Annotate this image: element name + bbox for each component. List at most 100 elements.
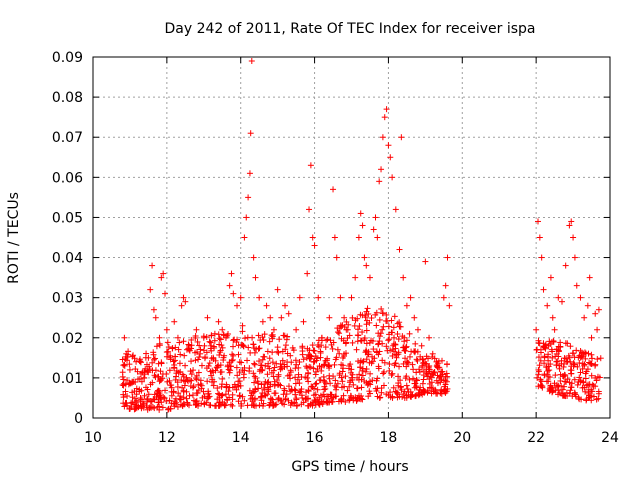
data-point — [414, 326, 421, 333]
data-point — [180, 394, 187, 401]
data-point — [194, 338, 201, 345]
data-point — [151, 356, 158, 363]
y-axis-title: ROTI / TECUs — [6, 192, 22, 284]
data-point — [131, 401, 138, 408]
data-point — [437, 379, 444, 386]
data-point — [186, 402, 193, 409]
data-point — [374, 393, 381, 400]
data-point — [357, 210, 364, 217]
data-point — [374, 234, 381, 241]
data-point — [201, 355, 208, 362]
data-point — [339, 368, 346, 375]
data-point — [389, 352, 396, 359]
data-point — [305, 387, 312, 394]
data-point — [187, 383, 194, 390]
data-point — [296, 389, 303, 396]
data-point — [240, 371, 247, 378]
grid-lines — [93, 57, 610, 418]
data-point — [388, 317, 395, 324]
data-point — [544, 367, 551, 374]
data-point — [252, 274, 259, 281]
data-point — [194, 348, 201, 355]
data-point — [312, 353, 319, 360]
data-point — [136, 357, 143, 364]
data-point — [159, 404, 166, 411]
data-point — [134, 368, 141, 375]
data-point — [570, 350, 577, 357]
data-point — [426, 380, 433, 387]
data-point — [287, 369, 294, 376]
data-point — [553, 362, 560, 369]
data-point — [405, 389, 412, 396]
data-point — [315, 294, 322, 301]
data-point — [546, 338, 553, 345]
data-point — [305, 378, 312, 385]
data-point — [241, 234, 248, 241]
data-point — [213, 364, 220, 371]
data-point — [270, 326, 277, 333]
data-point — [378, 305, 385, 312]
data-point — [371, 355, 378, 362]
data-point — [405, 359, 412, 366]
data-point — [349, 339, 356, 346]
data-point — [353, 346, 360, 353]
data-point — [549, 388, 556, 395]
data-point — [336, 372, 343, 379]
data-point — [211, 402, 218, 409]
data-point — [193, 326, 200, 333]
data-point — [402, 355, 409, 362]
data-point — [304, 402, 311, 409]
data-point — [144, 395, 151, 402]
data-point — [133, 397, 140, 404]
data-point — [379, 310, 386, 317]
data-point — [597, 355, 604, 362]
data-point — [233, 386, 240, 393]
data-point — [337, 294, 344, 301]
data-point — [368, 314, 375, 321]
data-point — [236, 359, 243, 366]
data-point — [363, 366, 370, 373]
data-point — [403, 373, 410, 380]
data-point — [310, 365, 317, 372]
data-point — [416, 368, 423, 375]
data-point — [298, 386, 305, 393]
data-point — [348, 374, 355, 381]
data-point — [292, 380, 299, 387]
data-point — [271, 364, 278, 371]
data-point — [151, 396, 158, 403]
data-point — [175, 390, 182, 397]
data-point — [222, 334, 229, 341]
data-point — [340, 392, 347, 399]
data-point — [252, 402, 259, 409]
data-point — [156, 378, 163, 385]
data-point — [344, 335, 351, 342]
data-point — [250, 341, 257, 348]
data-point — [226, 282, 233, 289]
data-point — [307, 400, 314, 407]
data-point — [208, 355, 215, 362]
data-point — [546, 367, 553, 374]
data-point — [535, 354, 542, 361]
data-point — [201, 342, 208, 349]
data-point — [334, 346, 341, 353]
data-point — [545, 373, 552, 380]
x-tick-labels: 10 12 14 16 18 20 22 24 — [84, 430, 619, 446]
data-point — [579, 384, 586, 391]
y-tick-label: 0.07 — [52, 130, 83, 146]
data-point — [377, 394, 384, 401]
data-point — [559, 373, 566, 380]
data-point — [300, 318, 307, 325]
data-point — [171, 364, 178, 371]
data-point — [199, 394, 206, 401]
data-point — [171, 318, 178, 325]
data-point — [132, 398, 139, 405]
data-point — [219, 326, 226, 333]
data-point — [147, 286, 154, 293]
data-point — [558, 357, 565, 364]
data-point — [162, 387, 169, 394]
data-point — [312, 371, 319, 378]
data-point — [331, 234, 338, 241]
data-point — [557, 377, 564, 384]
axis-ticks — [92, 56, 611, 419]
data-point — [587, 360, 594, 367]
